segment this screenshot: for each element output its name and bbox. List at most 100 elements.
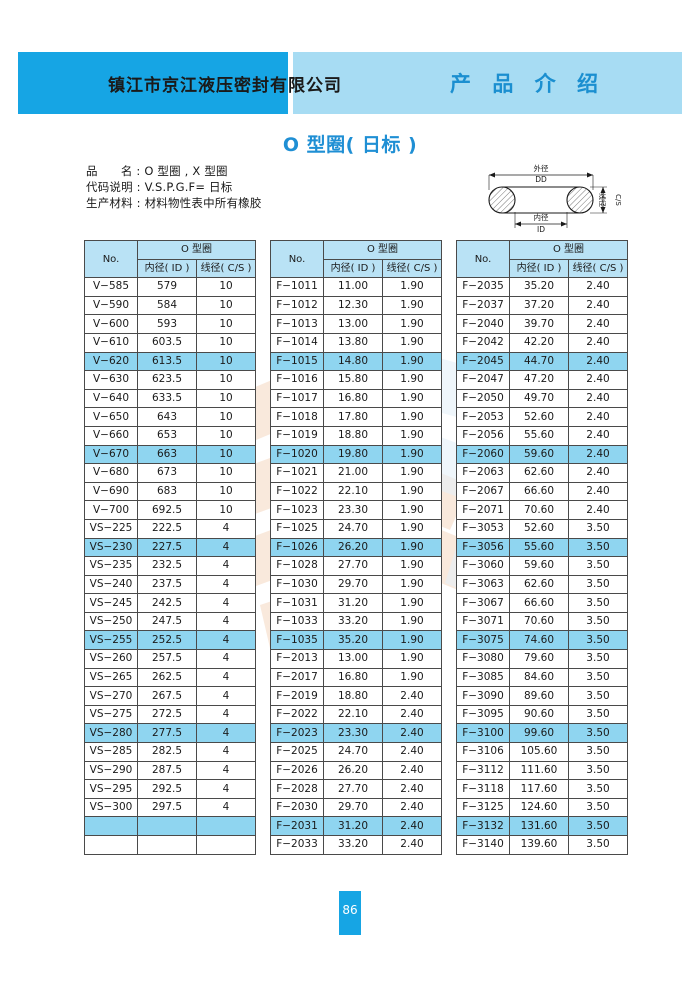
spec-table-1: No. O 型圈 内径( ID ) 线径( C/S ) V−585 579 10 V−… <box>84 239 256 855</box>
cell-cord-section: 2.40 <box>382 779 442 799</box>
cell-inner-diameter: 683 <box>137 481 197 502</box>
cell-cord-section: 4 <box>196 760 256 781</box>
cell-inner-diameter: 35.20 <box>323 630 383 651</box>
cell-no: F−1020 <box>270 444 324 465</box>
cell-inner-diameter: 252.5 <box>137 630 197 651</box>
cell-no: F−2053 <box>456 407 510 427</box>
cell-no: F−2023 <box>270 723 324 744</box>
cell-no: F−2037 <box>456 295 510 316</box>
cell-no: F−2028 <box>270 779 324 799</box>
header-inner-diameter: 内径( ID ) <box>509 258 569 279</box>
cell-inner-diameter: 18.80 <box>323 686 383 706</box>
cell-no: F−3067 <box>456 593 510 613</box>
cell-no: F−3060 <box>456 556 510 576</box>
header-no: No. <box>270 239 324 279</box>
page-title: O 型圈( 日标 ) <box>282 134 418 156</box>
table-head: No. O 型圈 内径( ID ) 线径( C/S ) <box>84 239 256 279</box>
table-row: F−3056 55.60 3.50 <box>456 537 628 558</box>
cell-inner-diameter: 14.80 <box>323 351 383 372</box>
cell-no: VS−235 <box>84 556 138 576</box>
cell-no: F−1035 <box>270 630 324 651</box>
cell-cord-section: 4 <box>196 611 256 632</box>
cell-cord-section: 1.90 <box>382 351 442 372</box>
cell-inner-diameter: 27.70 <box>323 556 383 576</box>
cell-no: F−2045 <box>456 351 510 372</box>
cell-no: F−3075 <box>456 630 510 651</box>
cell-cord-section: 1.90 <box>382 556 442 576</box>
cell-no: F−2030 <box>270 797 324 818</box>
cell-cord-section: 1.90 <box>382 444 442 465</box>
cell-inner-diameter: 27.70 <box>323 779 383 799</box>
cell-cord-section: 2.40 <box>382 760 442 781</box>
cell-no: VS−300 <box>84 797 138 818</box>
o-ring-cross-section-diagram: 外径 DD 内径 ID 线径 C/S <box>488 163 622 234</box>
cell-cord-section: 1.90 <box>382 388 442 409</box>
table-row: VS−270 267.5 4 <box>84 686 256 706</box>
header-no: No. <box>84 239 138 279</box>
cell-inner-diameter: 19.80 <box>323 444 383 465</box>
table-row: V−670 663 10 <box>84 444 256 465</box>
cell-cord-section: 2.40 <box>568 388 628 409</box>
table-row: F−1016 15.80 1.90 <box>270 370 442 390</box>
cell-no: F−1022 <box>270 481 324 502</box>
table-row: V−610 603.5 10 <box>84 332 256 353</box>
cell-cord-section: 1.90 <box>382 500 442 520</box>
table-row: VS−230 227.5 4 <box>84 537 256 558</box>
cell-inner-diameter: 89.60 <box>509 686 569 706</box>
spec-line-material: 生产材料 : 材料物性表中所有橡胶 <box>86 196 262 210</box>
cell-no: VS−280 <box>84 723 138 744</box>
cell-cord-section: 3.50 <box>568 593 628 613</box>
cell-no: F−2035 <box>456 277 510 297</box>
cell-no: V−670 <box>84 444 138 465</box>
cell-no: F−2025 <box>270 742 324 762</box>
table-row: VS−260 257.5 4 <box>84 649 256 669</box>
cell-cord-section: 3.50 <box>568 797 628 818</box>
cell-inner-diameter: 37.20 <box>509 295 569 316</box>
cell-cord-section: 2.40 <box>382 816 442 836</box>
table-body: F−2035 35.20 2.40 F−2037 37.20 2.40 F−2040 39.7… <box>456 277 628 855</box>
cell-inner-diameter: 262.5 <box>137 667 197 688</box>
cell-inner-diameter: 643 <box>137 407 197 427</box>
cell-cord-section: 3.50 <box>568 518 628 539</box>
cell-no: F−2056 <box>456 425 510 446</box>
cell-cord-section: 2.40 <box>568 351 628 372</box>
table-row: F−2026 26.20 2.40 <box>270 760 442 781</box>
cell-cord-section: 2.40 <box>568 314 628 334</box>
table-row: F−1028 27.70 1.90 <box>270 556 442 576</box>
table-row: F−1012 12.30 1.90 <box>270 295 442 316</box>
cell-cord-section: 2.40 <box>382 742 442 762</box>
cell-inner-diameter: 84.60 <box>509 667 569 688</box>
cell-no: F−1012 <box>270 295 324 316</box>
spec-line-product-name: 品 名 : O 型圈 , X 型圈 <box>86 164 228 178</box>
cell-cord-section: 2.40 <box>382 797 442 818</box>
page-number-badge: 86 <box>339 891 361 935</box>
table-head: No. O 型圈 内径( ID ) 线径( C/S ) <box>270 239 442 279</box>
cell-cord-section <box>196 835 256 855</box>
cell-cord-section: 1.90 <box>382 649 442 669</box>
cell-cord-section: 3.50 <box>568 779 628 799</box>
cell-no: F−2022 <box>270 704 324 725</box>
cell-inner-diameter: 22.10 <box>323 481 383 502</box>
table-row: F−1020 19.80 1.90 <box>270 444 442 465</box>
table-row: F−2045 44.70 2.40 <box>456 351 628 372</box>
cell-inner-diameter: 124.60 <box>509 797 569 818</box>
cell-no: VS−240 <box>84 574 138 595</box>
cell-inner-diameter: 12.30 <box>323 295 383 316</box>
cell-cord-section: 3.50 <box>568 723 628 744</box>
cell-cord-section: 10 <box>196 444 256 465</box>
cell-cord-section: 1.90 <box>382 481 442 502</box>
table-row: F−1035 35.20 1.90 <box>270 630 442 651</box>
cell-cord-section: 3.50 <box>568 816 628 836</box>
cell-cord-section: 3.50 <box>568 556 628 576</box>
table-row: VS−240 237.5 4 <box>84 574 256 595</box>
cell-no <box>84 835 138 855</box>
cell-cord-section: 10 <box>196 463 256 483</box>
label-inner-diameter-en: ID <box>537 225 545 234</box>
cell-inner-diameter: 26.20 <box>323 760 383 781</box>
table-row: F−1015 14.80 1.90 <box>270 351 442 372</box>
cell-no: F−3053 <box>456 518 510 539</box>
cell-inner-diameter: 613.5 <box>137 351 197 372</box>
cell-cord-section: 4 <box>196 556 256 576</box>
cell-cord-section: 4 <box>196 797 256 818</box>
cell-cord-section <box>196 816 256 836</box>
